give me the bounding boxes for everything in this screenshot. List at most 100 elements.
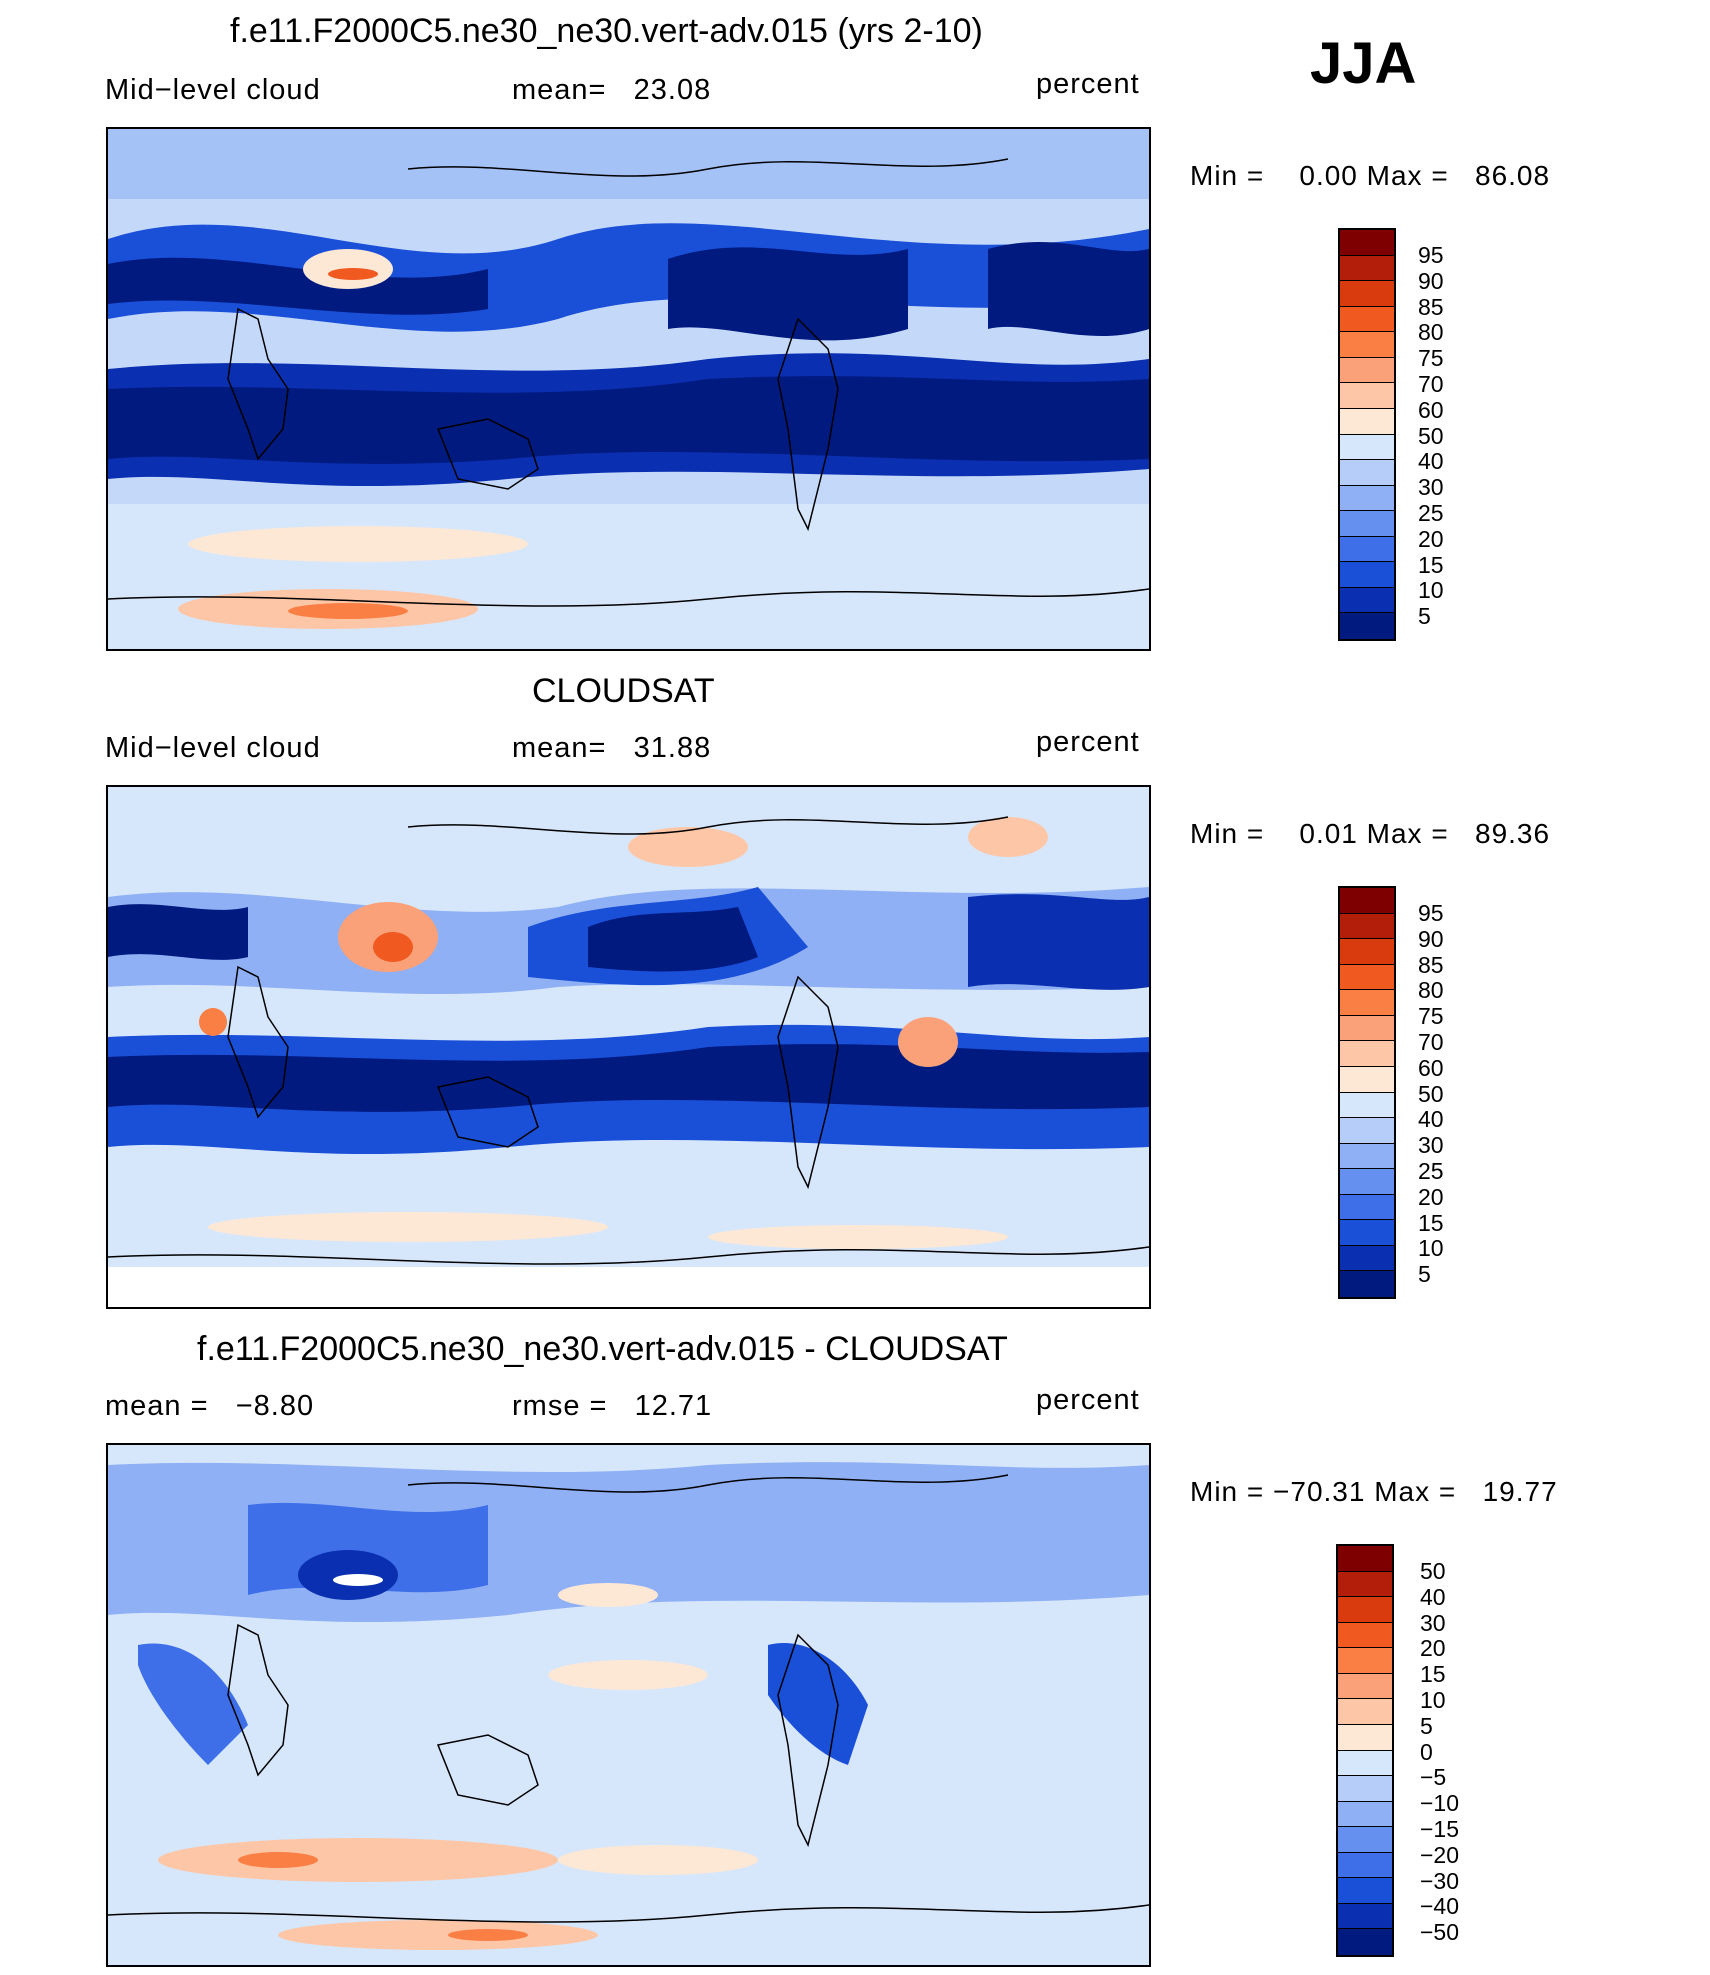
panel2-field-label: Mid−level cloud: [105, 732, 321, 764]
colorbar-swatch: [1338, 1571, 1392, 1598]
colorbar-swatch: [1340, 1194, 1394, 1221]
colorbar-tick-label: −15: [1420, 1816, 1460, 1842]
colorbar-swatch: [1338, 1903, 1392, 1930]
colorbar-tick-label: 30: [1418, 1132, 1444, 1159]
colorbar-swatch: [1340, 511, 1394, 537]
colorbar-swatch: [1340, 332, 1394, 358]
colorbar-tick-label: −5: [1420, 1764, 1447, 1791]
panel1-colorbar: [1338, 228, 1396, 641]
colorbar-tick-label: 50: [1420, 1558, 1446, 1584]
panel3-mean-label: mean = −8.80: [105, 1390, 315, 1422]
colorbar-swatch: [1338, 1673, 1392, 1700]
panel1-map: [106, 127, 1151, 651]
colorbar-tick-label: 85: [1418, 293, 1444, 320]
colorbar-tick-label: 30: [1418, 474, 1444, 501]
colorbar-tick-label: 15: [1420, 1661, 1446, 1688]
colorbar-tick-label: 95: [1418, 242, 1444, 268]
colorbar-swatch: [1340, 990, 1394, 1016]
colorbar-swatch: [1338, 1776, 1392, 1802]
colorbar-swatch: [1340, 964, 1394, 991]
colorbar-swatch: [1338, 1546, 1392, 1572]
season-label: JJA: [1310, 31, 1417, 96]
colorbar-swatch: [1338, 1827, 1392, 1853]
panel2-map-plot: [108, 787, 1149, 1307]
colorbar-swatch: [1338, 1724, 1392, 1751]
panel3-minmax: Min = −70.31 Max = 19.77: [1190, 1476, 1558, 1507]
colorbar-tick-label: −20: [1420, 1841, 1460, 1868]
colorbar-swatch: [1338, 1699, 1392, 1725]
colorbar-tick-label: 80: [1418, 319, 1444, 346]
colorbar-tick-label: 80: [1418, 977, 1444, 1004]
colorbar-tick-label: −50: [1420, 1919, 1460, 1946]
colorbar-tick-label: −10: [1420, 1790, 1460, 1817]
colorbar-tick-label: 30: [1420, 1609, 1446, 1636]
colorbar-swatch: [1340, 939, 1394, 965]
panel1-title: f.e11.F2000C5.ne30_ne30.vert-adv.015 (yr…: [230, 12, 983, 50]
colorbar-tick-label: 25: [1418, 500, 1444, 526]
colorbar-tick-label: −40: [1420, 1893, 1460, 1920]
colorbar-tick-label: 40: [1418, 448, 1444, 475]
colorbar-swatch: [1340, 281, 1394, 307]
colorbar-tick-label: 60: [1418, 1054, 1444, 1081]
colorbar-tick-label: 90: [1418, 267, 1444, 294]
colorbar-tick-label: 60: [1418, 396, 1444, 423]
colorbar-swatch: [1340, 460, 1394, 486]
colorbar-tick-label: 85: [1418, 951, 1444, 978]
colorbar-swatch: [1338, 1929, 1392, 1955]
colorbar-swatch: [1340, 1118, 1394, 1144]
colorbar-tick-label: 75: [1418, 345, 1444, 372]
panel2-mean-label: mean= 31.88: [512, 732, 712, 764]
colorbar-tick-label: 20: [1418, 1183, 1444, 1210]
colorbar-tick-label: −30: [1420, 1867, 1460, 1894]
colorbar-swatch: [1340, 1169, 1394, 1195]
panel2-colorbar: [1338, 886, 1396, 1299]
colorbar-swatch: [1340, 408, 1394, 435]
colorbar-tick-label: 10: [1418, 577, 1444, 604]
colorbar-tick-label: 5: [1418, 603, 1431, 630]
colorbar-swatch: [1338, 1597, 1392, 1623]
colorbar-tick-label: 40: [1420, 1583, 1446, 1610]
colorbar-tick-label: 75: [1418, 1003, 1444, 1030]
colorbar-swatch: [1340, 485, 1394, 512]
colorbar-swatch: [1340, 357, 1394, 384]
colorbar-tick-label: 5: [1420, 1712, 1433, 1739]
colorbar-swatch: [1340, 1066, 1394, 1093]
panel3-colorbar: [1336, 1544, 1394, 1957]
colorbar-swatch: [1340, 1143, 1394, 1170]
colorbar-tick-label: 90: [1418, 925, 1444, 952]
colorbar-swatch: [1338, 1648, 1392, 1674]
colorbar-swatch: [1340, 230, 1394, 256]
panel3-map: [106, 1443, 1151, 1967]
colorbar-swatch: [1340, 1092, 1394, 1119]
panel2-units-label: percent: [1036, 726, 1140, 758]
colorbar-tick-label: 95: [1418, 900, 1444, 926]
colorbar-tick-label: 70: [1418, 1029, 1444, 1055]
colorbar-swatch: [1340, 613, 1394, 639]
panel2-minmax: Min = 0.01 Max = 89.36: [1190, 818, 1551, 849]
colorbar-tick-label: 20: [1420, 1635, 1446, 1662]
panel2-map: [106, 785, 1151, 1309]
panel3-rmse-label: rmse = 12.71: [512, 1390, 713, 1422]
panel2-title: CLOUDSAT: [532, 672, 715, 710]
colorbar-swatch: [1340, 562, 1394, 588]
panel1-minmax: Min = 0.00 Max = 86.08: [1190, 160, 1551, 191]
panel1-units-label: percent: [1036, 68, 1140, 100]
panel1-mean-label: mean= 23.08: [512, 74, 712, 106]
colorbar-tick-label: 50: [1418, 1080, 1444, 1107]
colorbar-swatch: [1338, 1801, 1392, 1828]
colorbar-swatch: [1340, 1041, 1394, 1067]
colorbar-tick-label: 15: [1418, 1209, 1444, 1236]
colorbar-swatch: [1340, 536, 1394, 563]
colorbar-swatch: [1338, 1852, 1392, 1879]
colorbar-swatch: [1340, 306, 1394, 333]
colorbar-swatch: [1340, 1015, 1394, 1042]
colorbar-tick-label: 25: [1418, 1158, 1444, 1184]
colorbar-swatch: [1338, 1750, 1392, 1777]
colorbar-swatch: [1340, 1245, 1394, 1272]
colorbar-swatch: [1340, 1220, 1394, 1246]
colorbar-swatch: [1338, 1878, 1392, 1904]
colorbar-swatch: [1340, 383, 1394, 409]
colorbar-swatch: [1340, 913, 1394, 940]
panel3-map-plot: [108, 1445, 1149, 1965]
colorbar-tick-label: 40: [1418, 1106, 1444, 1133]
